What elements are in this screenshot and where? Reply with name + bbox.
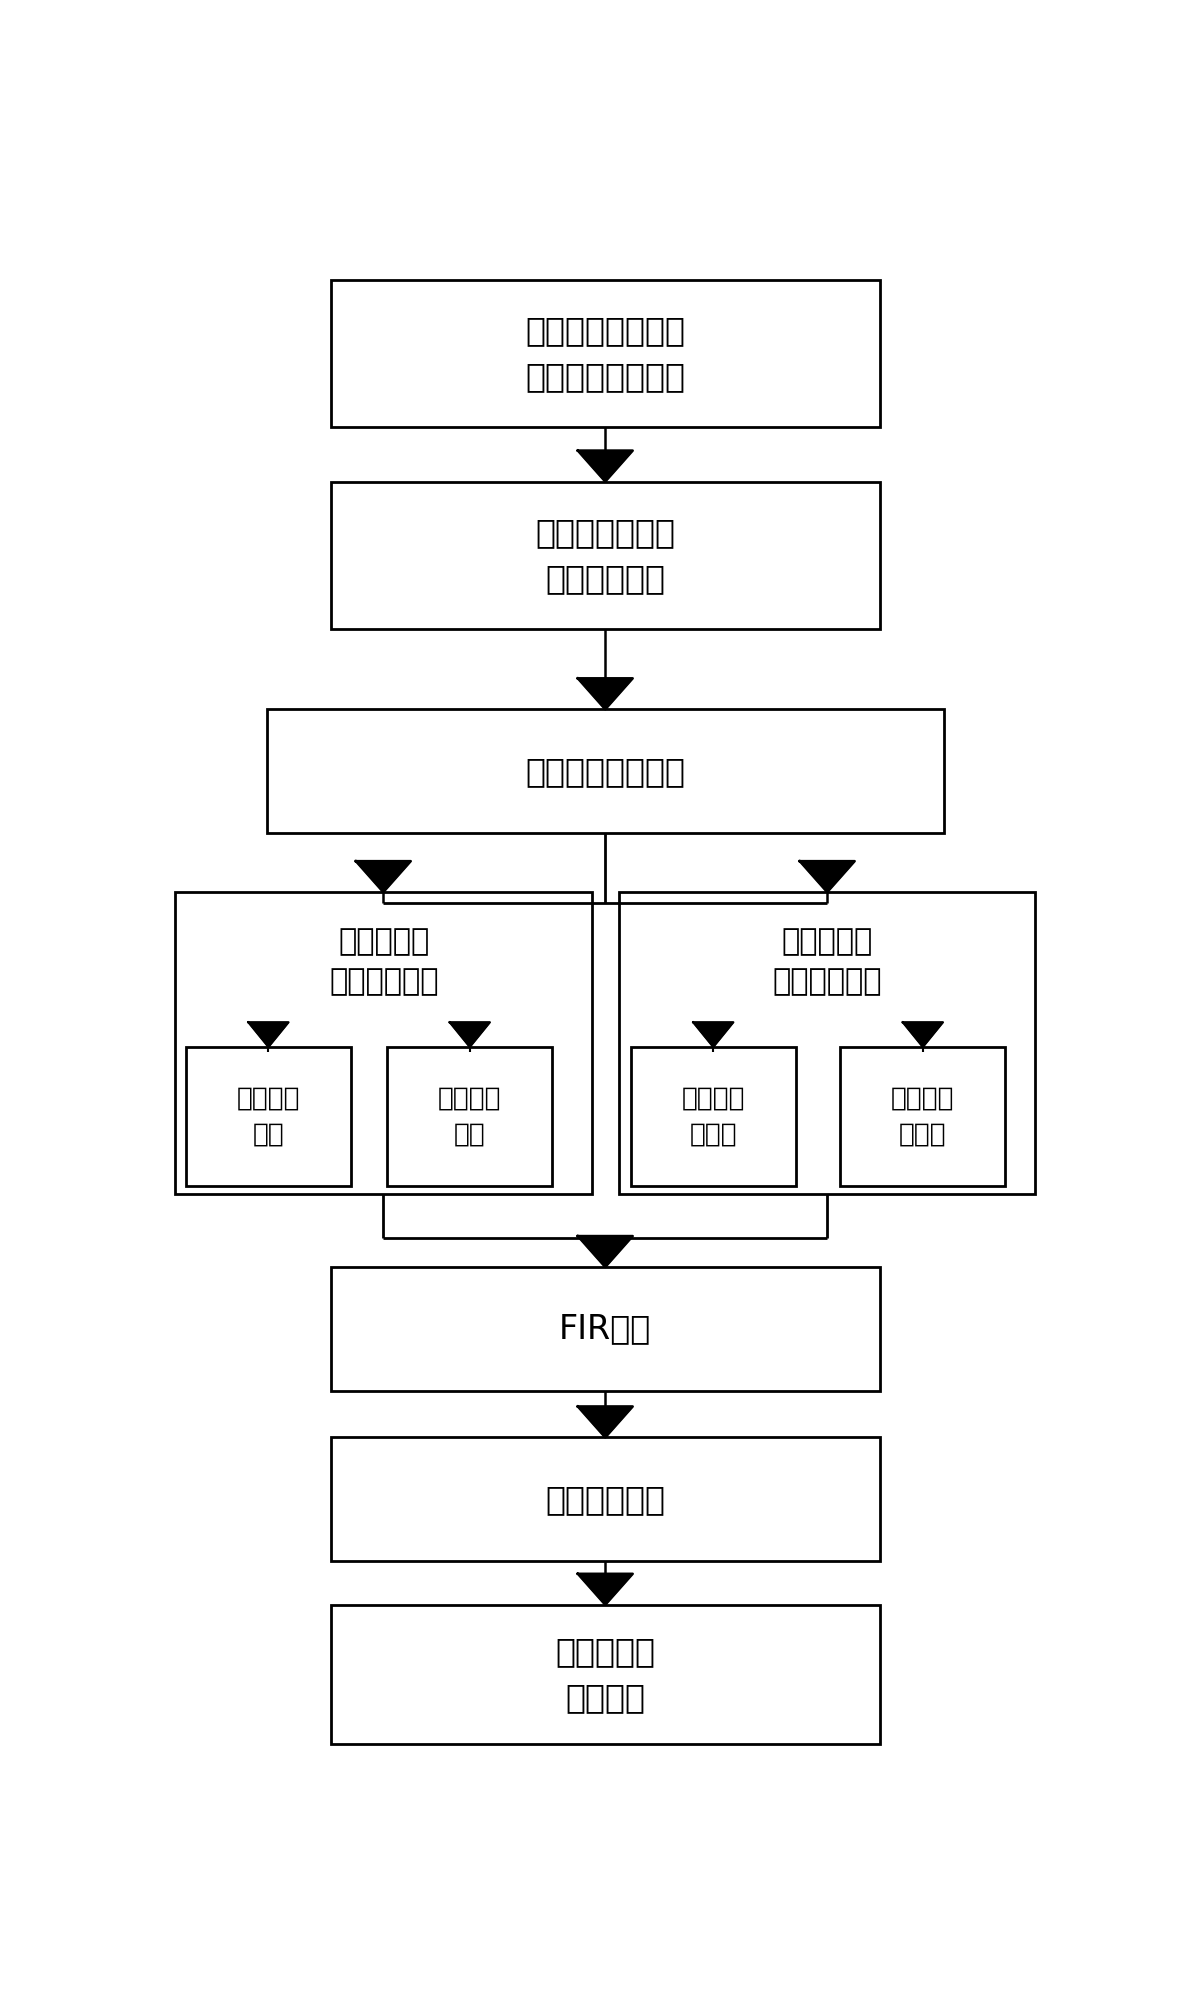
Text: 下过渡区域
衍射衰减测试: 下过渡区域 衍射衰减测试 [772,928,881,996]
Bar [841,1046,1005,1187]
Polygon shape [578,1573,633,1606]
Text: 大气衰减修正: 大气衰减修正 [546,1483,665,1515]
Polygon shape [693,1022,733,1046]
Text: 有声屏障
测试: 有声屏障 测试 [236,1086,300,1147]
Polygon shape [902,1022,942,1046]
Bar [331,1268,880,1390]
Polygon shape [578,678,633,710]
Polygon shape [578,451,633,481]
Text: FIR滤波: FIR滤波 [559,1312,652,1346]
Bar [175,891,592,1195]
Bar [631,1046,796,1187]
Bar [387,1046,553,1187]
Bar [331,481,880,630]
Polygon shape [248,1022,288,1046]
Text: 上过渡区域
衍射衰减测试: 上过渡区域 衍射衰减测试 [329,928,438,996]
Text: 计算声屏障
绕射衰减: 计算声屏障 绕射衰减 [555,1636,655,1714]
Polygon shape [578,1235,633,1268]
Polygon shape [800,861,855,891]
Bar [619,891,1036,1195]
Polygon shape [450,1022,490,1046]
Text: 无声屏障
测试: 无声屏障 测试 [438,1086,502,1147]
Text: 加高声屏
障测试: 加高声屏 障测试 [892,1086,954,1147]
Bar [331,280,880,427]
Bar [331,1437,880,1561]
Bar [331,1606,880,1744]
Polygon shape [355,861,411,891]
Text: 滤除超声载波信号: 滤除超声载波信号 [526,754,685,789]
Polygon shape [578,1406,633,1437]
Text: 测试音频调制于
超声载波信号: 测试音频调制于 超声载波信号 [535,515,676,596]
Bar [267,710,944,833]
Bar [187,1046,351,1187]
Text: 普通声屏
障测试: 普通声屏 障测试 [681,1086,745,1147]
Text: 分析背景声频谱，
选取测试音频频率: 分析背景声频谱， 选取测试音频频率 [526,314,685,392]
